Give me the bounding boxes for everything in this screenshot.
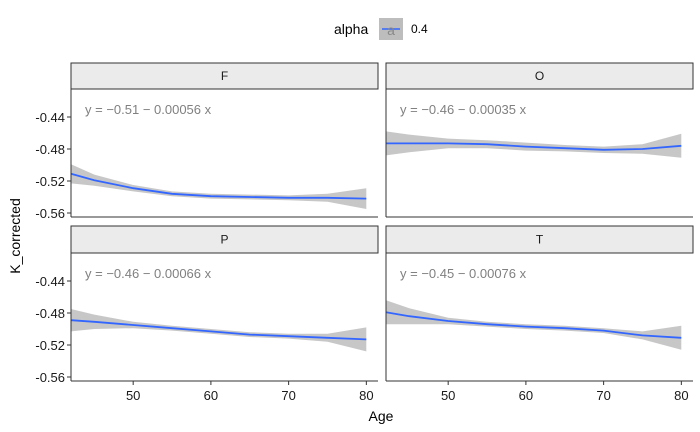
equation-p: y = −0.46 − 0.00066 x <box>85 266 212 281</box>
x-axis-title: Age <box>369 408 394 424</box>
x-tick-label: 70 <box>596 388 610 403</box>
facet-panels: Fy = −0.51 − 0.00056 xOy = −0.46 − 0.000… <box>70 62 694 382</box>
panel-o: Oy = −0.46 − 0.00035 x <box>385 62 694 218</box>
x-tick-label: 70 <box>281 388 295 403</box>
series-line-f <box>70 172 367 200</box>
x-axis: 50 60 70 80 50 60 70 80 <box>126 381 689 403</box>
x-tick-label: 50 <box>441 388 455 403</box>
x-tick-label: 80 <box>359 388 373 403</box>
ribbon-f <box>71 164 367 209</box>
y-tick-label: -0.56 <box>35 206 65 221</box>
y-axis: -0.44 -0.48 -0.52 -0.56 -0.44 -0.48 -0.52 -0.56 <box>35 110 71 385</box>
equation-t: y = −0.45 − 0.00076 x <box>400 266 527 281</box>
strip-label-t: T <box>536 233 544 247</box>
strip-label-p: P <box>220 233 228 247</box>
panel-t: Ty = −0.45 − 0.00076 x <box>385 225 694 382</box>
x-tick-label: 60 <box>204 388 218 403</box>
strip-o <box>385 62 694 90</box>
equation-o: y = −0.46 − 0.00035 x <box>400 102 527 117</box>
ribbon-o <box>386 131 682 158</box>
legend-key-glyph: a <box>387 22 395 38</box>
y-tick-label: -0.56 <box>35 370 65 385</box>
y-axis-title: K_corrected <box>7 198 23 273</box>
y-tick-label: -0.52 <box>35 338 65 353</box>
x-tick-label: 50 <box>126 388 140 403</box>
x-tick-label: 60 <box>519 388 533 403</box>
series-line-o <box>386 142 682 151</box>
legend-title: alpha <box>334 21 368 37</box>
y-tick-label: -0.48 <box>35 306 65 321</box>
strip-p <box>70 225 379 254</box>
strip-label-o: O <box>535 69 544 83</box>
panel-f: Fy = −0.51 − 0.00056 x <box>70 62 379 218</box>
x-tick-label: 80 <box>674 388 688 403</box>
series-line-p <box>70 319 367 341</box>
legend: alpha a 0.4 <box>334 18 428 40</box>
legend-label: 0.4 <box>411 22 428 36</box>
strip-f <box>70 62 379 90</box>
series-line-t <box>385 311 682 339</box>
panel-p: Py = −0.46 − 0.00066 x <box>70 225 379 382</box>
equation-f: y = −0.51 − 0.00056 x <box>85 102 212 117</box>
strip-label-f: F <box>221 69 228 83</box>
ribbon-t <box>386 300 682 350</box>
y-tick-label: -0.52 <box>35 174 65 189</box>
y-tick-label: -0.44 <box>35 274 65 289</box>
strip-t <box>385 225 694 254</box>
y-tick-label: -0.44 <box>35 110 65 125</box>
y-tick-label: -0.48 <box>35 142 65 157</box>
ribbon-p <box>71 309 367 352</box>
